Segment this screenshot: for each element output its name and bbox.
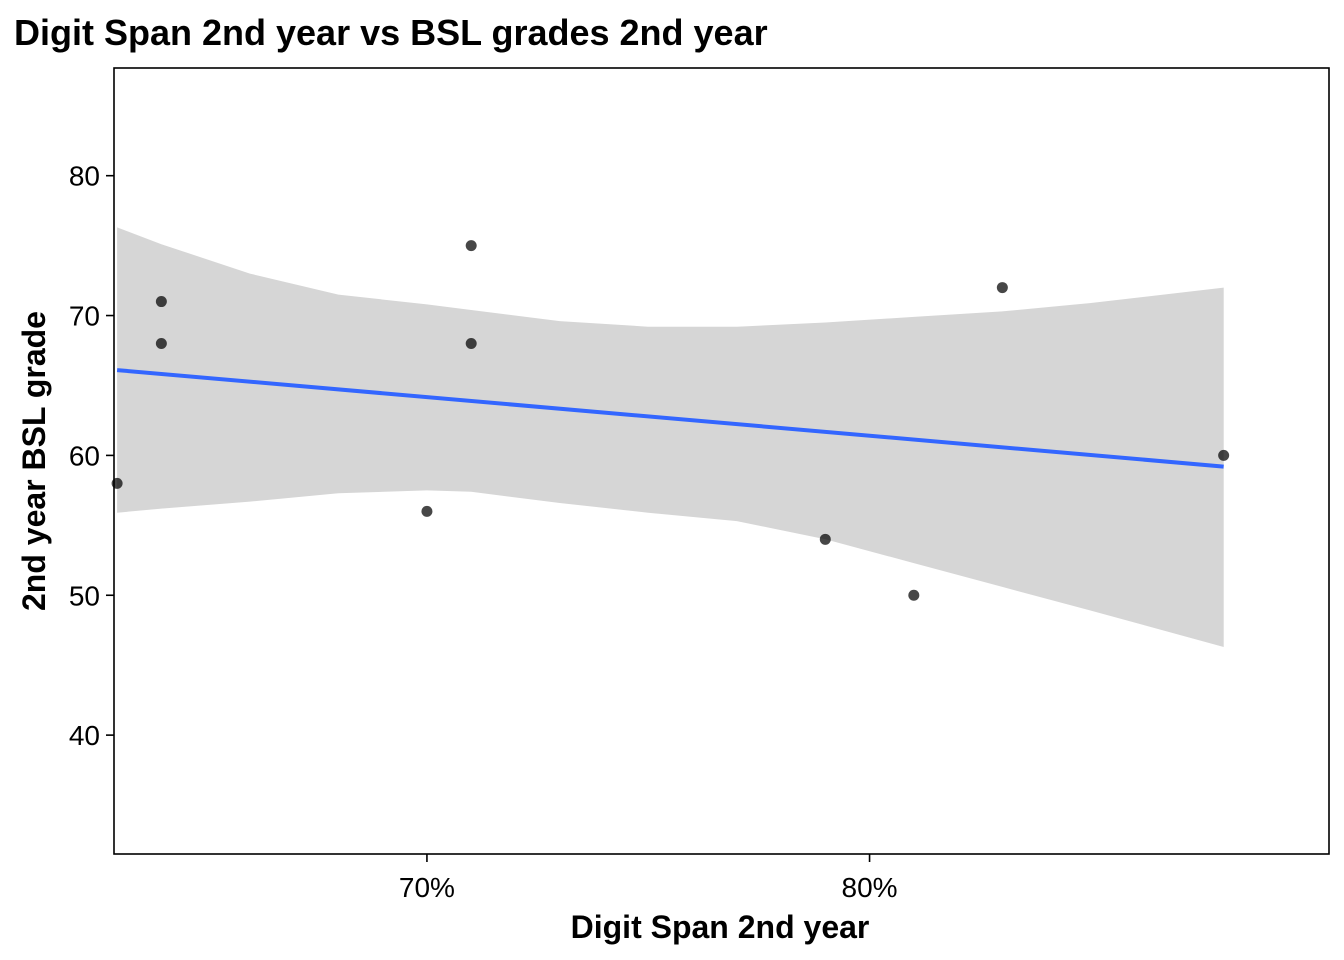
y-tick-label: 80 bbox=[69, 161, 100, 192]
y-tick-label: 70 bbox=[69, 301, 100, 332]
trend-line bbox=[116, 368, 1224, 469]
chart-title: Digit Span 2nd year vs BSL grades 2nd ye… bbox=[14, 12, 768, 53]
confidence-band bbox=[117, 227, 1224, 647]
panel-border bbox=[113, 67, 1330, 855]
plot-panel bbox=[111, 67, 1330, 855]
x-axis-title: Digit Span 2nd year bbox=[571, 909, 870, 945]
data-point bbox=[421, 505, 433, 517]
data-point bbox=[465, 240, 477, 252]
data-point bbox=[819, 533, 831, 545]
data-point bbox=[465, 338, 477, 350]
y-tick-label: 40 bbox=[69, 720, 100, 751]
y-tick-label: 50 bbox=[69, 580, 100, 611]
data-point bbox=[908, 589, 920, 601]
y-tick-label: 60 bbox=[69, 440, 100, 471]
data-point bbox=[996, 282, 1008, 294]
data-point bbox=[155, 296, 167, 308]
x-tick-label: 80% bbox=[842, 872, 898, 903]
trend-line-layer bbox=[116, 368, 1224, 469]
data-point bbox=[155, 338, 167, 350]
y-axis: 40 50 60 70 80 bbox=[69, 161, 114, 751]
y-axis-title: 2nd year BSL grade bbox=[16, 311, 52, 611]
x-axis: 70% 80% bbox=[399, 854, 898, 903]
x-tick-label: 70% bbox=[399, 872, 455, 903]
data-point bbox=[1218, 449, 1230, 461]
points-layer bbox=[111, 240, 1230, 601]
confidence-band-layer bbox=[117, 227, 1224, 647]
